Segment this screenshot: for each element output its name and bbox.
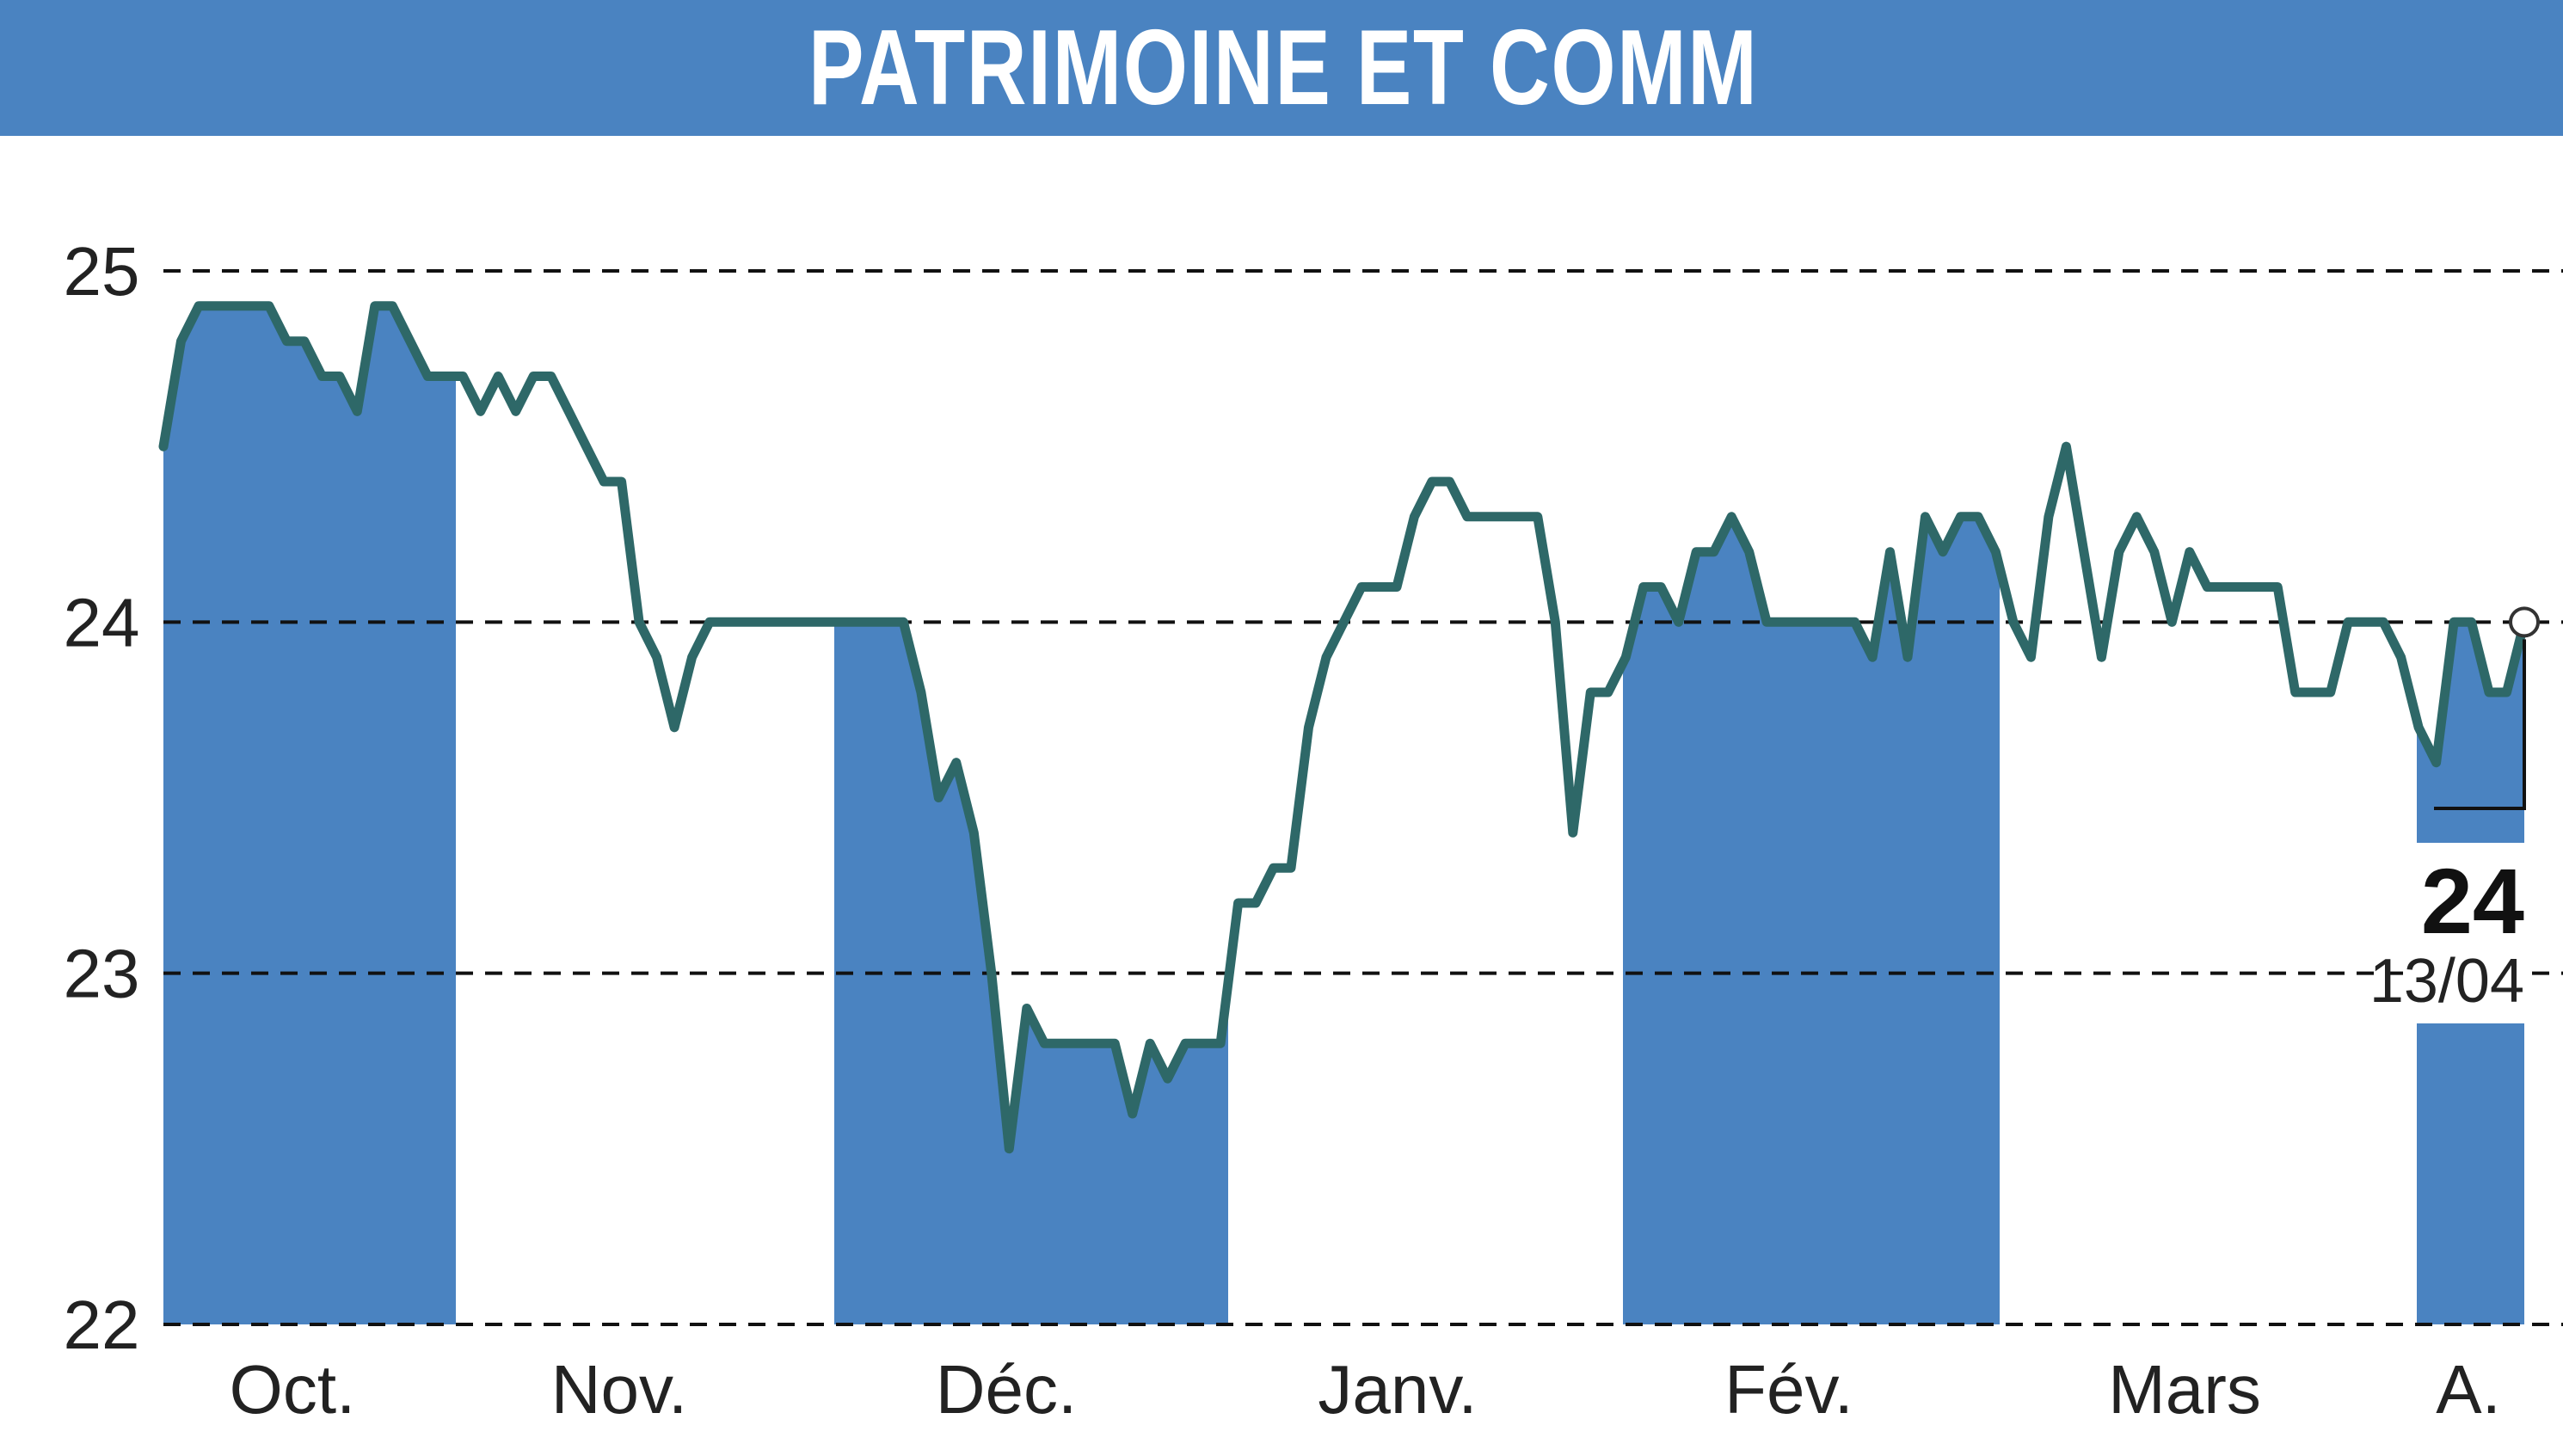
x-tick-label: Déc. <box>936 1351 1078 1428</box>
y-axis: 22 23 24 25 <box>64 233 140 1363</box>
last-point-marker <box>2509 606 2540 638</box>
title-banner: PATRIMOINE ET COMM <box>0 0 2563 136</box>
series-line <box>158 301 2529 1154</box>
area-above-line <box>163 146 2524 1149</box>
y-tick-label: 22 <box>64 1287 140 1363</box>
y-tick-label: 25 <box>64 233 140 310</box>
x-tick-label: Fév. <box>1724 1351 1853 1428</box>
grid-lines <box>163 269 2563 1326</box>
y-tick-label: 24 <box>64 584 140 660</box>
month-band-oct <box>163 202 456 1324</box>
x-axis: Oct. Nov. Déc. Janv. Fév. Mars A. <box>230 1351 2501 1428</box>
chart-title: PATRIMOINE ET COMM <box>808 9 1759 127</box>
last-value-box <box>2408 843 2526 1023</box>
y-tick-label: 23 <box>64 936 140 1012</box>
x-tick-label: A. <box>2436 1351 2501 1428</box>
last-date-label: 13/04 <box>2369 947 2524 1016</box>
last-value-leader <box>2434 639 2526 810</box>
series-layer <box>158 301 2529 1154</box>
x-tick-label: Mars <box>2108 1351 2261 1428</box>
last-value-label: 24 <box>2421 849 2524 953</box>
month-bands <box>163 146 2524 1324</box>
x-tick-label: Oct. <box>230 1351 356 1428</box>
x-tick-label: Nov. <box>551 1351 688 1428</box>
x-tick-label: Janv. <box>1318 1351 1477 1428</box>
